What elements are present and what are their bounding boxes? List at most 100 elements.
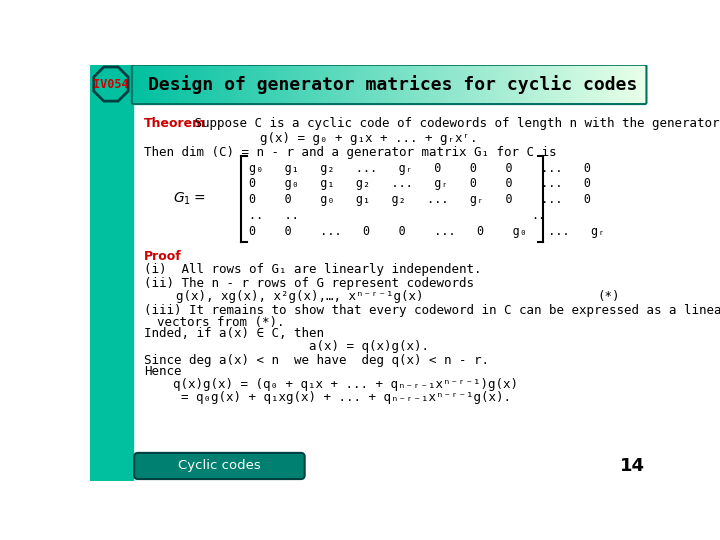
- Text: vectors from (*).: vectors from (*).: [157, 316, 284, 329]
- Bar: [600, 65, 603, 103]
- Bar: [507, 65, 510, 103]
- Text: ..: ..: [532, 209, 546, 222]
- Bar: [582, 65, 585, 103]
- FancyBboxPatch shape: [134, 453, 305, 479]
- Bar: [525, 65, 528, 103]
- Bar: [156, 65, 158, 103]
- Text: g₀   g₁   g₂   ...   gᵣ   0    0    0    ...   0: g₀ g₁ g₂ ... gᵣ 0 0 0 ... 0: [249, 162, 591, 175]
- Bar: [546, 65, 549, 103]
- Text: = q₀g(x) + q₁xg(x) + ... + qₙ₋ᵣ₋₁xⁿ⁻ʳ⁻¹g(x).: = q₀g(x) + q₁xg(x) + ... + qₙ₋ᵣ₋₁xⁿ⁻ʳ⁻¹g…: [181, 390, 510, 403]
- Bar: [386, 65, 388, 103]
- Bar: [251, 65, 254, 103]
- Bar: [135, 65, 138, 103]
- Bar: [249, 65, 251, 103]
- Bar: [401, 65, 404, 103]
- Bar: [435, 65, 437, 103]
- Bar: [179, 65, 181, 103]
- Bar: [572, 65, 574, 103]
- Bar: [161, 65, 163, 103]
- Bar: [399, 65, 401, 103]
- Bar: [171, 65, 174, 103]
- Bar: [368, 65, 370, 103]
- Bar: [634, 65, 636, 103]
- Bar: [422, 65, 424, 103]
- Bar: [569, 65, 572, 103]
- Bar: [549, 65, 551, 103]
- Bar: [174, 65, 176, 103]
- Bar: [543, 65, 546, 103]
- Bar: [383, 65, 386, 103]
- Bar: [613, 65, 616, 103]
- Bar: [272, 65, 274, 103]
- Bar: [574, 65, 577, 103]
- Bar: [611, 65, 613, 103]
- Text: 0    0    g₀   g₁   g₂   ...   gᵣ   0    ...   0: 0 0 g₀ g₁ g₂ ... gᵣ 0 ... 0: [249, 193, 591, 206]
- Bar: [551, 65, 554, 103]
- Bar: [163, 65, 166, 103]
- Text: 0    g₀   g₁   g₂   ...   gᵣ   0    0    ...   0: 0 g₀ g₁ g₂ ... gᵣ 0 0 ... 0: [249, 177, 591, 190]
- Bar: [644, 65, 647, 103]
- Bar: [256, 65, 259, 103]
- Bar: [145, 65, 148, 103]
- Bar: [639, 65, 642, 103]
- Text: Hence: Hence: [144, 365, 181, 378]
- Bar: [590, 65, 593, 103]
- Bar: [510, 65, 512, 103]
- Bar: [176, 65, 179, 103]
- Bar: [406, 65, 409, 103]
- Bar: [631, 65, 634, 103]
- Bar: [629, 65, 631, 103]
- Bar: [192, 65, 194, 103]
- Bar: [518, 65, 520, 103]
- Bar: [461, 65, 463, 103]
- Bar: [598, 65, 600, 103]
- Bar: [476, 65, 479, 103]
- Bar: [218, 65, 220, 103]
- Bar: [148, 65, 150, 103]
- Bar: [621, 65, 624, 103]
- Bar: [520, 65, 523, 103]
- Bar: [585, 65, 587, 103]
- Bar: [331, 65, 334, 103]
- Bar: [538, 65, 541, 103]
- Bar: [246, 65, 249, 103]
- Bar: [357, 65, 360, 103]
- Bar: [603, 65, 605, 103]
- Bar: [404, 65, 406, 103]
- Text: Proof: Proof: [144, 249, 182, 262]
- Bar: [143, 65, 145, 103]
- Bar: [166, 65, 168, 103]
- Bar: [194, 65, 197, 103]
- Bar: [419, 65, 422, 103]
- Bar: [554, 65, 556, 103]
- Bar: [223, 65, 225, 103]
- Bar: [342, 65, 344, 103]
- Bar: [577, 65, 580, 103]
- Text: Suppose C is a cyclic code of codewords of length n with the generator polynomia: Suppose C is a cyclic code of codewords …: [187, 117, 720, 130]
- Bar: [334, 65, 337, 103]
- Bar: [616, 65, 618, 103]
- Bar: [414, 65, 417, 103]
- Bar: [445, 65, 448, 103]
- Bar: [515, 65, 518, 103]
- Bar: [362, 65, 365, 103]
- Text: Inded, if a(x) ∈ C, then: Inded, if a(x) ∈ C, then: [144, 327, 324, 340]
- Bar: [210, 65, 212, 103]
- Bar: [238, 65, 241, 103]
- Bar: [580, 65, 582, 103]
- Bar: [205, 65, 207, 103]
- Bar: [528, 65, 530, 103]
- Bar: [282, 65, 285, 103]
- Bar: [347, 65, 349, 103]
- Bar: [393, 65, 396, 103]
- Bar: [608, 65, 611, 103]
- Bar: [326, 65, 329, 103]
- Bar: [303, 65, 305, 103]
- Bar: [502, 65, 505, 103]
- Text: ..   ..: .. ..: [249, 209, 299, 222]
- Bar: [181, 65, 184, 103]
- Text: Cyclic codes: Cyclic codes: [178, 460, 261, 472]
- Bar: [290, 65, 293, 103]
- Bar: [471, 65, 474, 103]
- Polygon shape: [94, 67, 128, 101]
